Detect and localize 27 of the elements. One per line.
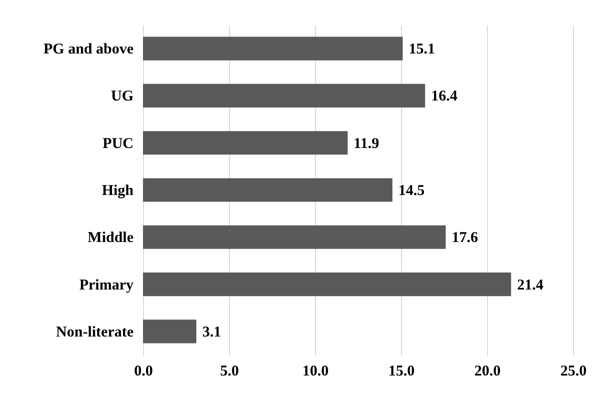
- bar: [143, 272, 512, 296]
- bar: [143, 320, 196, 344]
- x-tick-label: 25.0: [560, 364, 587, 380]
- data-label: 17.6: [452, 230, 478, 246]
- data-label: 21.4: [517, 277, 544, 294]
- y-tick-label: High: [102, 183, 134, 199]
- y-tick-label: Non-literate: [56, 324, 134, 340]
- bar: [143, 131, 348, 155]
- y-tick-label: UG: [111, 88, 134, 105]
- x-tick-label: 20.0: [474, 364, 501, 380]
- bar: [143, 178, 392, 202]
- bar: [143, 225, 446, 249]
- x-tick-label: 5.0: [220, 364, 239, 380]
- data-label: 11.9: [354, 136, 380, 152]
- x-tick-label: 15.0: [388, 364, 415, 380]
- data-label: 14.5: [398, 183, 425, 199]
- bar: [143, 36, 403, 60]
- data-label: 3.1: [202, 324, 222, 340]
- x-tick-label: 10.0: [302, 364, 329, 380]
- y-tick-label: PG and above: [43, 42, 134, 58]
- bar: [143, 84, 426, 108]
- y-tick-label: Middle: [88, 230, 134, 246]
- x-tick-label: 0.0: [134, 364, 153, 380]
- data-label: 15.1: [408, 42, 435, 58]
- y-tick-label: Primary: [79, 277, 134, 294]
- data-label: 16.4: [431, 88, 458, 105]
- y-tick-label: PUC: [102, 136, 134, 152]
